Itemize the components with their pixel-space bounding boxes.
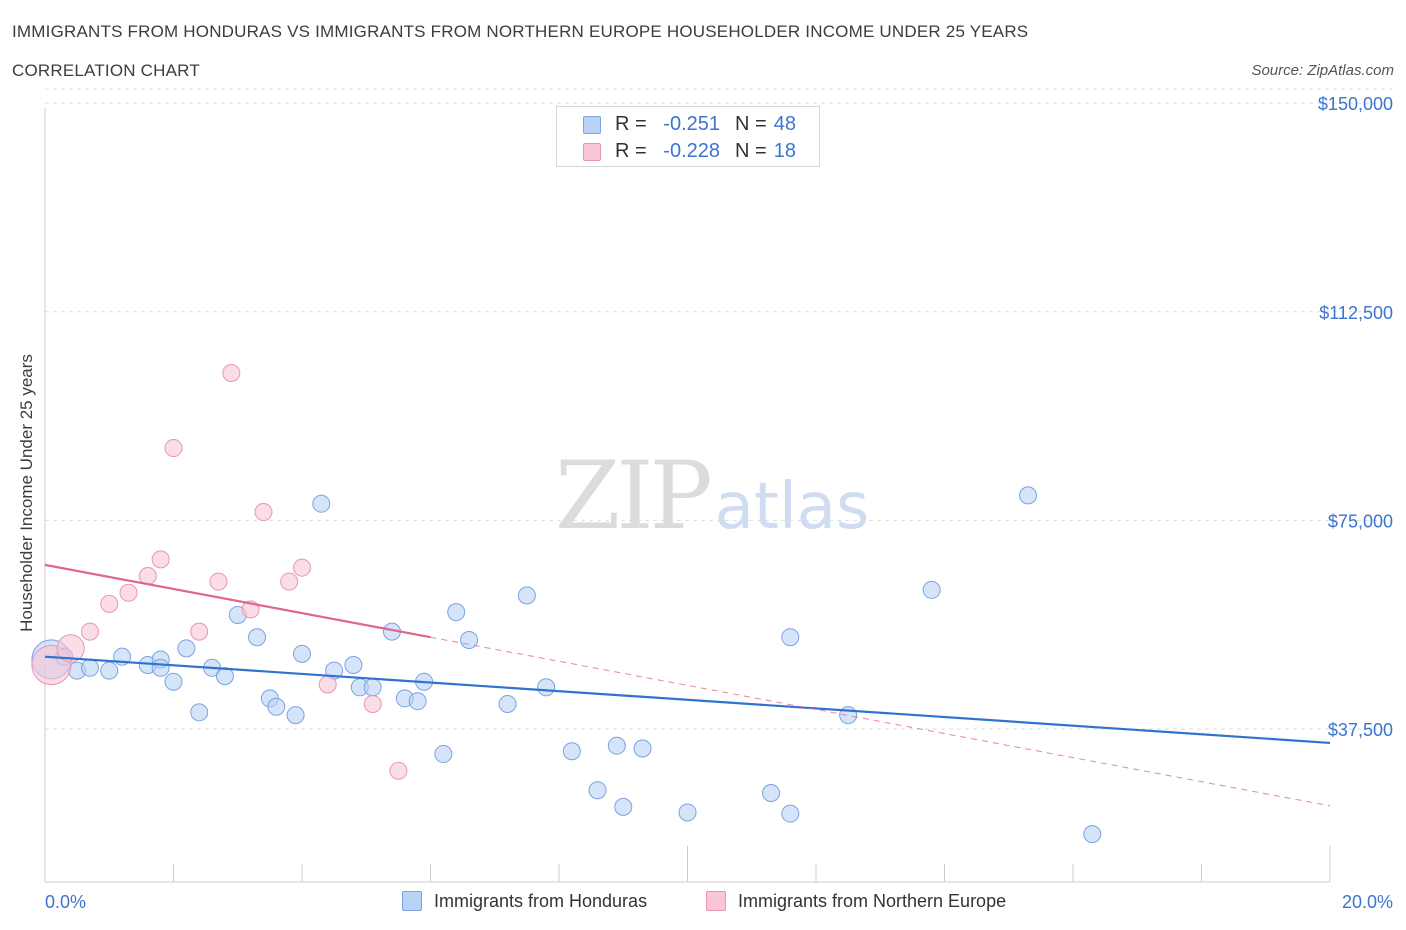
point-honduras — [498, 694, 517, 713]
trend-line-honduras — [44, 655, 1331, 745]
point-northern-europe — [119, 583, 138, 602]
point-honduras — [286, 706, 305, 725]
point-northern-europe — [190, 622, 209, 641]
point-northern-europe — [280, 572, 299, 591]
point-honduras — [460, 630, 479, 649]
point-northern-europe — [164, 439, 183, 458]
point-honduras — [614, 797, 633, 816]
trend-extension-northern-europe — [430, 636, 1331, 807]
point-northern-europe — [100, 594, 119, 613]
point-honduras — [781, 804, 800, 823]
r-label: R = — [615, 140, 647, 162]
point-northern-europe — [254, 503, 273, 522]
point-honduras — [151, 658, 170, 677]
chart-title: IMMIGRANTS FROM HONDURAS VS IMMIGRANTS F… — [12, 22, 1029, 41]
point-northern-europe — [80, 622, 99, 641]
stats-row-honduras: R = -0.251 N = 48 — [557, 113, 819, 139]
legend-label-honduras: Immigrants from Honduras — [434, 891, 648, 911]
point-northern-europe — [209, 572, 228, 591]
point-honduras — [267, 697, 286, 716]
point-northern-europe — [318, 675, 337, 694]
y-tick-label: $150,000 — [1318, 94, 1393, 114]
point-northern-europe — [389, 761, 408, 780]
point-honduras — [588, 781, 607, 800]
n-value: 48 — [773, 113, 796, 135]
source-label: Source: ZipAtlas.com — [1251, 62, 1394, 79]
point-northern-europe — [151, 550, 170, 569]
point-honduras — [781, 628, 800, 647]
point-honduras — [678, 803, 697, 822]
point-honduras — [762, 783, 781, 802]
point-honduras — [922, 580, 941, 599]
point-northern-europe — [293, 558, 311, 577]
point-honduras — [607, 736, 626, 755]
northern-europe-swatch — [583, 143, 601, 161]
point-honduras — [248, 628, 267, 647]
point-honduras — [1083, 825, 1102, 844]
x-tick-label: 0.0% — [45, 892, 86, 912]
r-value: -0.228 — [663, 140, 720, 162]
point-honduras — [312, 494, 331, 513]
stats-row-northern-europe: R = -0.228 N = 18 — [557, 140, 819, 166]
point-honduras — [293, 644, 311, 663]
r-value: -0.251 — [663, 113, 720, 135]
point-honduras — [100, 661, 119, 680]
point-honduras — [447, 603, 466, 622]
r-label: R = — [615, 113, 647, 135]
point-honduras — [177, 639, 196, 658]
y-tick-label: $75,000 — [1328, 511, 1393, 531]
stats-box: R = -0.251 N = 48 R = -0.228 N = 18 — [556, 106, 820, 167]
y-tick-label: $37,500 — [1328, 720, 1393, 740]
honduras-swatch — [583, 116, 601, 134]
point-honduras — [517, 586, 536, 605]
chart-subtitle: CORRELATION CHART — [12, 61, 200, 80]
y-tick-label: $112,500 — [1319, 303, 1393, 323]
legend-swatch-honduras — [402, 891, 422, 911]
point-honduras — [344, 656, 363, 675]
point-northern-europe — [363, 694, 382, 713]
point-honduras — [80, 658, 99, 677]
n-value: 18 — [773, 140, 796, 162]
point-honduras — [164, 672, 183, 691]
point-honduras — [537, 678, 556, 697]
point-honduras — [190, 703, 209, 722]
point-honduras — [363, 678, 382, 697]
point-honduras — [562, 742, 581, 761]
point-northern-europe — [56, 634, 85, 663]
legend-swatch-northern-europe — [706, 891, 726, 911]
point-honduras — [633, 739, 652, 758]
point-northern-europe — [222, 363, 241, 382]
point-honduras — [1019, 486, 1038, 505]
n-label: N = — [735, 140, 767, 162]
trend-line-northern-europe — [44, 563, 431, 639]
point-honduras — [408, 692, 427, 711]
legend-label-northern-europe: Immigrants from Northern Europe — [738, 891, 1007, 911]
n-label: N = — [735, 113, 767, 135]
x-tick-label: 20.0% — [1342, 892, 1393, 912]
point-honduras — [434, 745, 453, 764]
